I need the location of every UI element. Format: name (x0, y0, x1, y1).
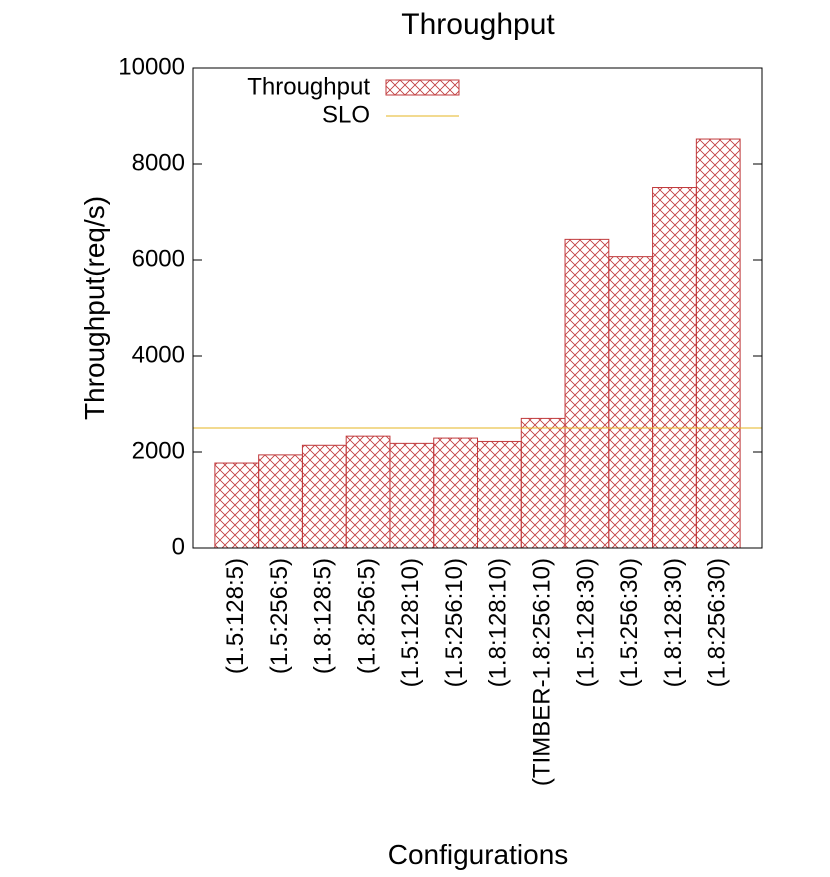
bar (258, 454, 303, 549)
y-tick-label: 8000 (132, 149, 185, 176)
x-tick-label: (1.5:256:5) (266, 558, 293, 674)
x-axis-label: Configurations (388, 839, 569, 870)
y-tick-label: 4000 (132, 341, 185, 368)
x-tick-label: (1.5:128:5) (222, 558, 249, 674)
bar (477, 440, 522, 549)
legend-label: SLO (322, 101, 370, 128)
x-tick-label: (1.8:256:30) (704, 558, 731, 687)
y-tick-label: 0 (172, 533, 185, 560)
chart-title: Throughput (401, 8, 555, 41)
bar (389, 442, 435, 549)
x-tick-label: (1.8:128:10) (485, 558, 512, 687)
bar (608, 256, 654, 549)
bar (214, 462, 260, 549)
x-tick-label: (1.5:128:10) (397, 558, 424, 687)
y-tick-label: 10000 (118, 53, 185, 80)
bar (345, 435, 391, 549)
bar (301, 444, 347, 549)
x-tick-label: (1.5:256:10) (441, 558, 468, 687)
y-axis-label: Throughput(req/s) (79, 196, 110, 420)
bar (695, 138, 741, 549)
x-tick-label: (TIMBER-1.8:256:10) (528, 558, 555, 786)
x-tick-label: (1.8:256:5) (353, 558, 380, 674)
bar (433, 437, 479, 549)
legend-label: Throughput (247, 73, 370, 100)
x-tick-label: (1.8:128:30) (660, 558, 687, 687)
x-tick-label: (1.8:128:5) (310, 558, 337, 674)
bar (520, 417, 566, 549)
bar (564, 238, 610, 549)
y-tick-label: 6000 (132, 245, 185, 272)
legend-swatch (385, 79, 460, 96)
x-tick-label: (1.5:256:30) (616, 558, 643, 687)
plot-frame (192, 67, 763, 549)
y-tick-label: 2000 (132, 437, 185, 464)
x-tick-label: (1.5:128:30) (572, 558, 599, 687)
bar (652, 187, 697, 549)
